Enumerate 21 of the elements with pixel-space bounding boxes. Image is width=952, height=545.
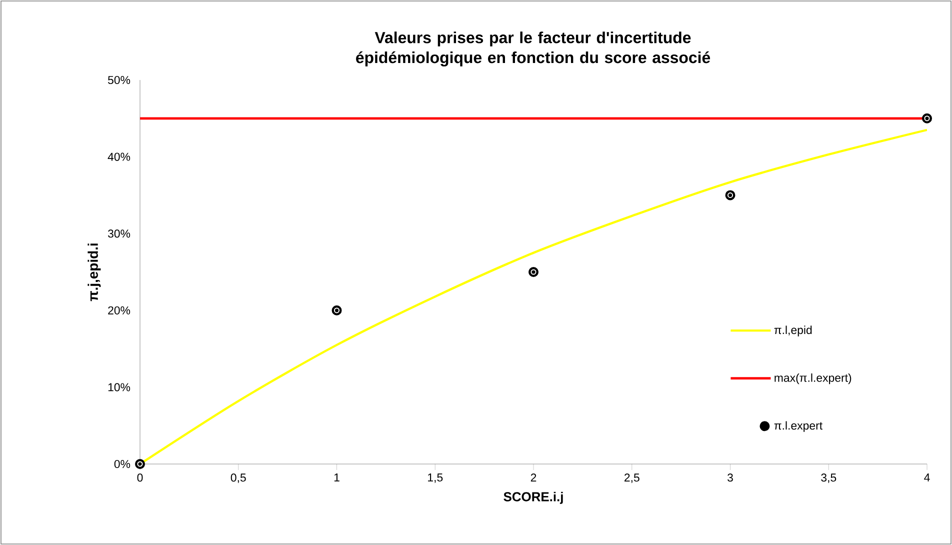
x-tick-label: 2 [530, 474, 536, 482]
y-tick-label: 50% [108, 76, 130, 84]
y-tick-label: 10% [108, 383, 130, 392]
x-axis-title: SCORE.i.j [504, 492, 563, 504]
y-tick-label: 30% [108, 230, 130, 238]
x-tick-label: 3 [728, 474, 733, 482]
x-tick-label: 1,5 [428, 474, 443, 483]
chart-title: Valeurs prises par le facteur d'incertitude épidémiologique en fonction du score associé [356, 32, 710, 66]
legend-label: π.l.expert [774, 421, 822, 432]
y-tick-label: 20% [108, 306, 130, 314]
x-tick-label: 4 [924, 474, 930, 482]
y-tick-label: 40% [108, 152, 130, 161]
x-tick-label: 0,5 [230, 474, 246, 483]
legend-label: π.l,epid [774, 326, 812, 336]
x-tick-label: 2,5 [624, 474, 640, 483]
x-tick-label: 3,5 [821, 474, 836, 483]
x-tick-label: 0 [137, 474, 143, 482]
y-tick-label: 0% [114, 460, 130, 468]
x-tick-label: 1 [334, 474, 340, 482]
y-axis-title: π.j,epid.i [88, 244, 101, 302]
legend-label: max(π.l.expert) [774, 373, 852, 384]
